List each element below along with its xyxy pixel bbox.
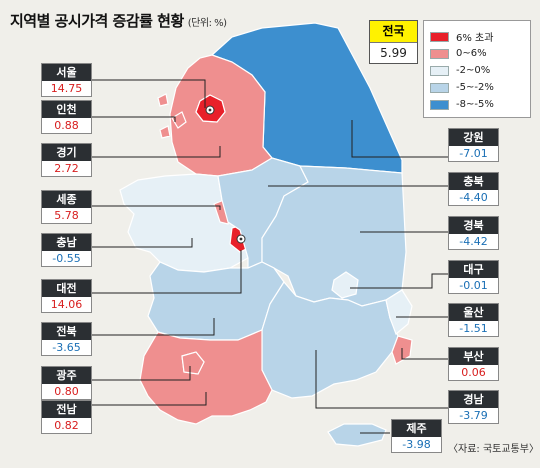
daejeon-marker-dot [239, 237, 243, 241]
unit-note: (단위: %) [187, 18, 227, 29]
legend-label: 6% 초과 [456, 33, 494, 44]
legend-swatch [430, 65, 449, 76]
leader-gwangju [92, 366, 191, 381]
national-name: 전국 [370, 21, 417, 43]
legend-item: 6% 초과 [430, 28, 524, 45]
label-jeju: 제주 -3.98 [391, 419, 442, 453]
region-value: -3.65 [52, 341, 81, 354]
label-daejeon: 대전 14.06 [41, 279, 92, 313]
region-value: 14.06 [50, 298, 83, 311]
region-name: 인천 [42, 101, 91, 118]
region-value: -4.40 [459, 191, 488, 204]
label-chungbuk: 충북 -4.40 [448, 172, 499, 206]
region-value: 14.75 [50, 82, 83, 95]
legend-swatch [430, 31, 449, 42]
region-name: 경남 [449, 391, 498, 408]
label-gyeonggi: 경기 2.72 [41, 143, 92, 177]
title-text: 지역별 공시가격 증감률 현황 [10, 12, 184, 30]
region-name: 광주 [42, 367, 91, 384]
label-gwangju: 광주 0.80 [41, 366, 92, 400]
region-name: 강원 [449, 129, 498, 146]
label-jeonnam: 전남 0.82 [41, 400, 92, 434]
region-gwangju [181, 351, 205, 375]
region-name: 대전 [42, 280, 91, 297]
label-sejong: 세종 5.78 [41, 190, 92, 224]
region-value: -4.42 [459, 235, 488, 248]
region-value: 2.72 [54, 162, 79, 175]
region-value: 0.88 [54, 119, 79, 132]
label-seoul: 서울 14.75 [41, 63, 92, 97]
legend-swatch [430, 82, 449, 93]
region-daegu [331, 271, 359, 299]
region-name: 경북 [449, 217, 498, 234]
leader-gangwon [351, 120, 448, 158]
legend-label: -8~-5% [456, 99, 494, 110]
region-value: 5.78 [54, 209, 79, 222]
leader-lines [92, 79, 448, 434]
region-name: 서울 [42, 64, 91, 81]
source-note: 〈자료: 국토교통부〉 [448, 444, 539, 455]
seoul-marker-dot [208, 108, 212, 112]
legend-item: -5~-2% [430, 79, 524, 96]
region-value: -0.01 [459, 279, 488, 292]
leader-jeonbuk [92, 318, 215, 336]
region-value: 0.06 [461, 366, 486, 379]
leader-sejong [92, 205, 221, 210]
region-incheon [157, 93, 187, 139]
region-jeonnam [139, 329, 273, 425]
legend-item: -2~0% [430, 62, 524, 79]
leader-jeonnam [92, 392, 207, 406]
region-name: 세종 [42, 191, 91, 208]
leader-daegu [350, 273, 448, 289]
region-value: 0.82 [54, 419, 79, 432]
legend-label: -5~-2% [456, 82, 494, 93]
region-name: 전북 [42, 323, 91, 340]
leader-daejeon [92, 250, 242, 294]
region-name: 전남 [42, 401, 91, 418]
legend-swatch [430, 99, 449, 110]
region-value: -1.51 [459, 322, 488, 335]
region-value: -3.79 [459, 409, 488, 422]
map-title: 지역별 공시가격 증감률 현황 (단위: %) [10, 10, 227, 31]
region-name: 충남 [42, 234, 91, 251]
region-value: -0.55 [52, 252, 81, 265]
region-name: 울산 [449, 304, 498, 321]
leader-incheon [92, 116, 176, 122]
region-name: 대구 [449, 261, 498, 278]
region-value: -7.01 [459, 147, 488, 160]
region-name: 부산 [449, 348, 498, 365]
region-jeju [327, 423, 387, 447]
national-box: 전국 5.99 [369, 20, 418, 64]
legend: 6% 초과 0~6% -2~0% -5~-2% -8~-5% [423, 20, 531, 118]
label-busan: 부산 0.06 [448, 347, 499, 381]
national-value: 5.99 [380, 46, 407, 60]
legend-label: -2~0% [456, 65, 491, 76]
legend-swatch [430, 48, 449, 59]
legend-item: -8~-5% [430, 96, 524, 113]
region-name: 충북 [449, 173, 498, 190]
region-ulsan [385, 289, 413, 336]
legend-item: 0~6% [430, 45, 524, 62]
label-jeonbuk: 전북 -3.65 [41, 322, 92, 356]
region-value: 0.80 [54, 385, 79, 398]
leader-busan [401, 348, 448, 360]
region-name: 제주 [392, 420, 441, 437]
label-gyeongnam: 경남 -3.79 [448, 390, 499, 424]
label-gangwon: 강원 -7.01 [448, 128, 499, 162]
leader-gyeongnam [315, 350, 448, 409]
label-incheon: 인천 0.88 [41, 100, 92, 134]
label-chungnam: 충남 -0.55 [41, 233, 92, 267]
label-ulsan: 울산 -1.51 [448, 303, 499, 337]
leader-chungnam [92, 238, 193, 248]
label-gyeongbuk: 경북 -4.42 [448, 216, 499, 250]
leader-seoul [92, 79, 206, 108]
label-daegu: 대구 -0.01 [448, 260, 499, 294]
leader-gyeonggi [92, 146, 221, 158]
region-name: 경기 [42, 144, 91, 161]
region-value: -3.98 [402, 438, 431, 451]
legend-label: 0~6% [456, 48, 487, 59]
